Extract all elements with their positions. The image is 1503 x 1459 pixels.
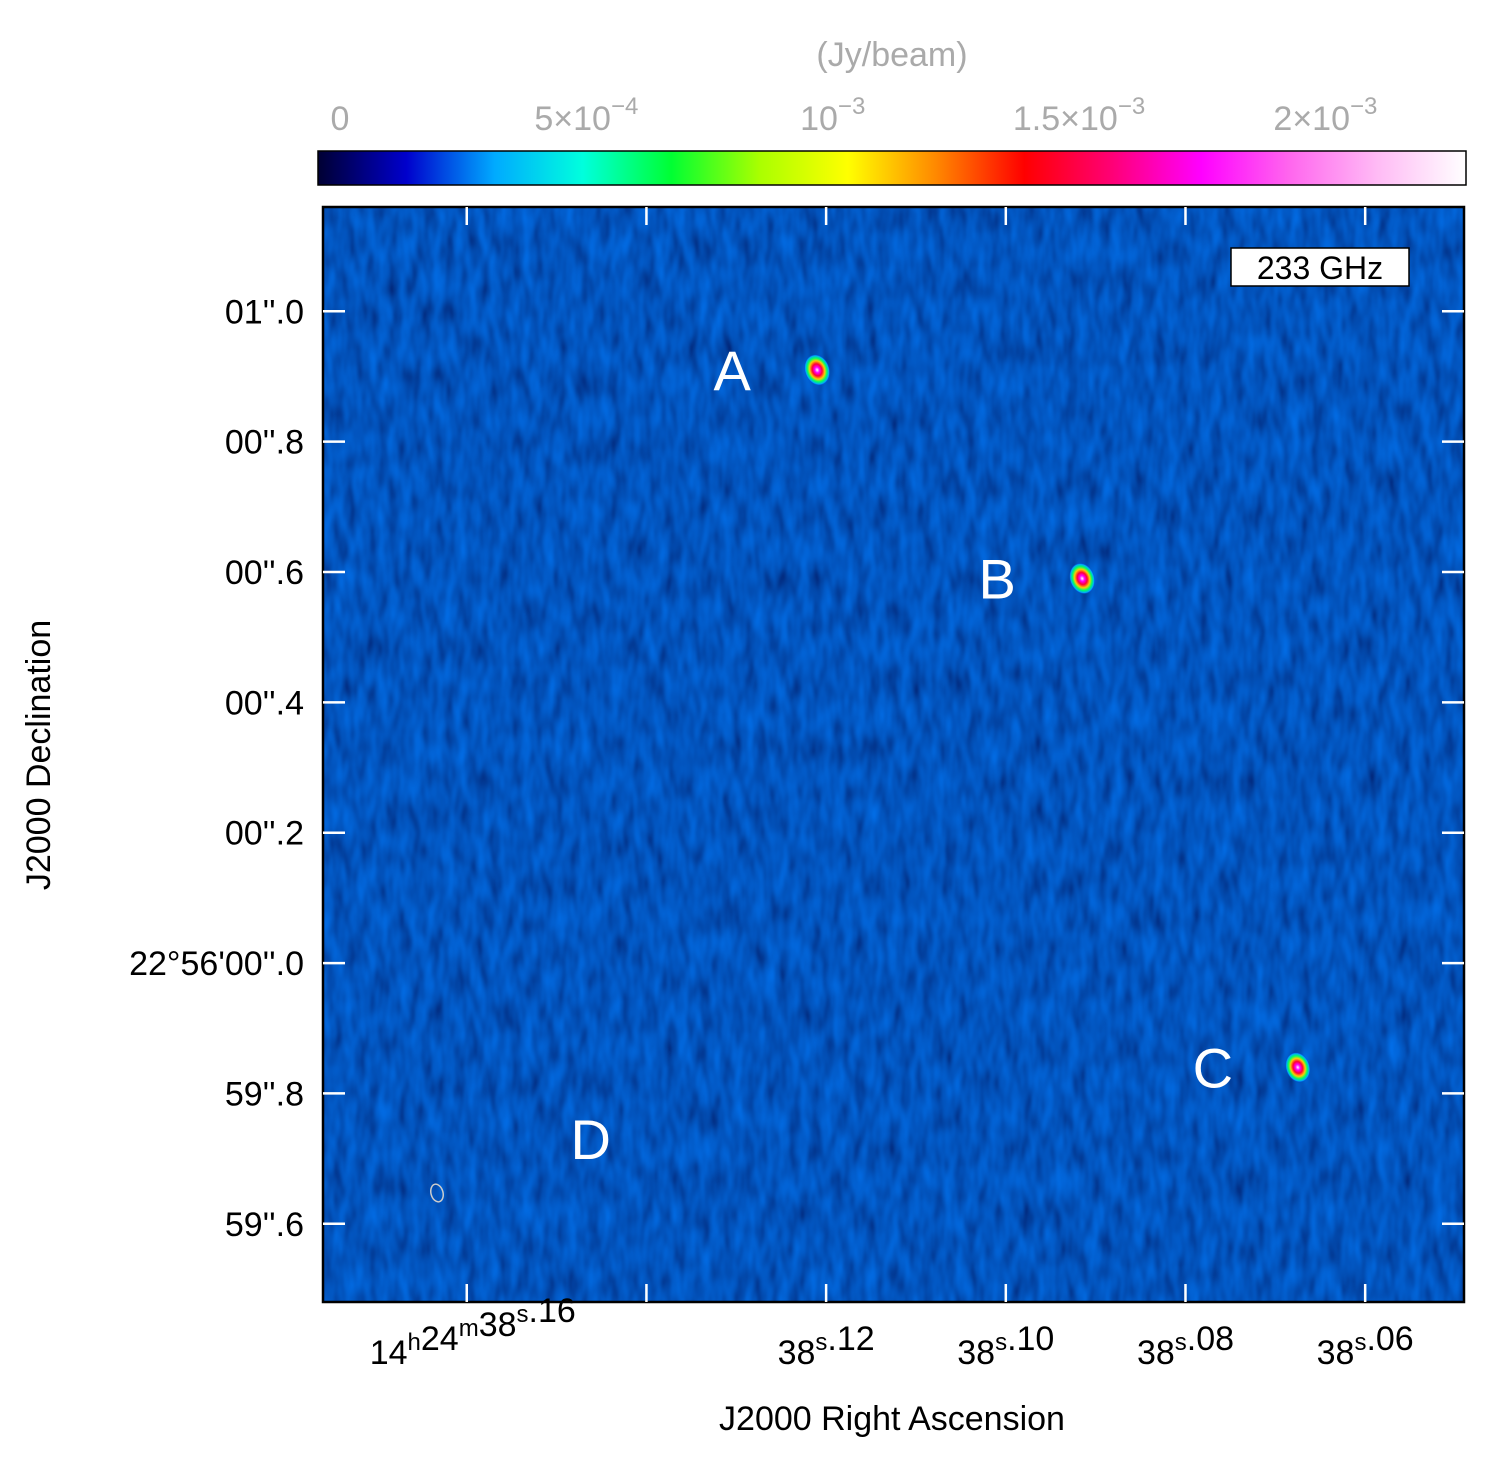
source-blob-b bbox=[1069, 562, 1096, 595]
source-label-c: C bbox=[1193, 1036, 1233, 1099]
y-tick-label: 01''.0 bbox=[225, 293, 304, 331]
y-tick-label: 59''.8 bbox=[225, 1075, 304, 1113]
y-tick-label: 22°56'00''.0 bbox=[129, 945, 304, 983]
source-blob-a bbox=[804, 354, 831, 386]
source-label-a: A bbox=[713, 339, 751, 402]
image-panel bbox=[323, 207, 1464, 1302]
source-label-b: B bbox=[978, 548, 1015, 611]
source-label-d: D bbox=[570, 1108, 610, 1171]
x-tick-label: 14h24m38s.16 bbox=[370, 1292, 576, 1372]
frequency-label: 233 GHz bbox=[1257, 250, 1383, 286]
colorbar-tick-label: 5×10−4 bbox=[534, 93, 638, 138]
source-blob-c bbox=[1285, 1052, 1311, 1083]
colorbar-tick-label: 1.5×10−3 bbox=[1013, 93, 1145, 138]
x-tick-labels: 14h24m38s.16 38s.12 38s.10 38s.08 38s.06 bbox=[370, 1292, 1414, 1372]
y-tick-labels: 01''.0 00''.8 00''.6 00''.4 00''.2 22°56'00''… bbox=[129, 293, 304, 1244]
source-labels: A B C D bbox=[570, 339, 1233, 1171]
beam-ellipse bbox=[430, 1183, 444, 1203]
colorbar-tick-label: 2×10−3 bbox=[1273, 93, 1377, 138]
colorbar-tick-label: 10−3 bbox=[800, 93, 865, 138]
x-tick-label: 38s.12 bbox=[778, 1320, 875, 1372]
plot-frame bbox=[321, 205, 1466, 1304]
y-tick-label: 00''.4 bbox=[225, 684, 304, 722]
axis-tick-marks bbox=[323, 207, 1464, 1302]
y-tick-label: 00''.8 bbox=[225, 424, 304, 462]
x-tick-label: 38s.10 bbox=[957, 1320, 1054, 1372]
x-tick-label: 38s.08 bbox=[1137, 1320, 1234, 1372]
colorbar-tick-labels: 0 5×10−4 10−3 1.5×10−3 2×10−3 bbox=[331, 93, 1378, 138]
y-tick-label: 59''.6 bbox=[225, 1206, 304, 1244]
x-tick-label: 38s.06 bbox=[1317, 1320, 1414, 1372]
colorbar-tick-label: 0 bbox=[331, 100, 350, 138]
y-tick-label: 00''.6 bbox=[225, 554, 304, 592]
colorbar-unit-label: (Jy/beam) bbox=[816, 36, 967, 74]
colorbar bbox=[317, 150, 1467, 186]
frequency-label-box bbox=[1230, 247, 1410, 287]
y-tick-label: 00''.2 bbox=[225, 815, 304, 853]
y-axis-label: J2000 Declination bbox=[20, 620, 58, 890]
x-axis-label: J2000 Right Ascension bbox=[719, 1400, 1065, 1438]
